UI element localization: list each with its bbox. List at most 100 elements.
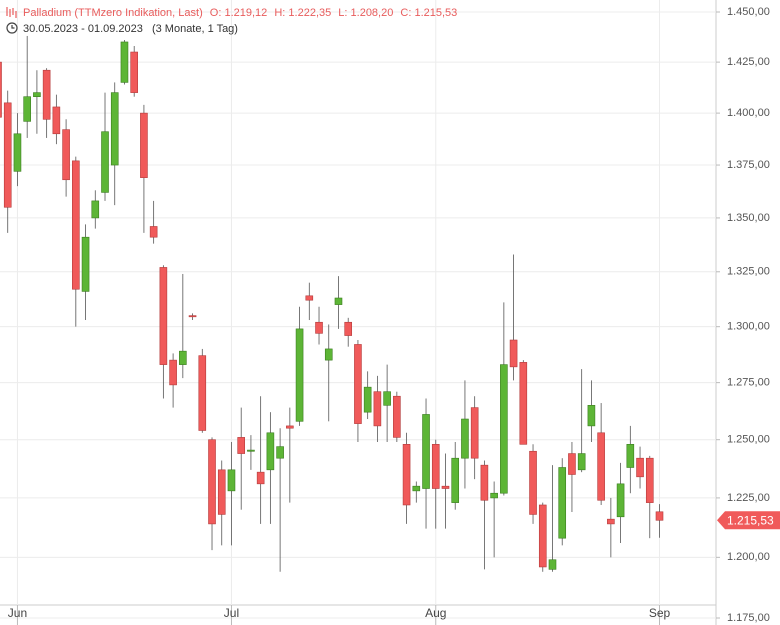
candle-body <box>266 432 275 471</box>
chart-icon <box>6 7 17 18</box>
candle-body <box>402 444 411 506</box>
candle-body <box>383 391 391 406</box>
candle-body <box>645 457 654 503</box>
y-tick-label: 1.450,00 <box>727 6 770 18</box>
header: Palladium (TTMzero Indikation, Last) O: … <box>6 7 457 35</box>
candle-body <box>548 559 557 570</box>
candle-body <box>23 96 31 122</box>
low-value: L: 1.208,20 <box>338 7 393 19</box>
instrument-title: Palladium (TTMzero Indikation, Last) <box>23 7 203 19</box>
candle-body <box>519 362 528 445</box>
candle-body <box>470 407 479 459</box>
x-tick-label: Jun <box>8 606 27 620</box>
candle-body <box>509 339 518 368</box>
candle-body <box>577 453 586 471</box>
y-tick-label: 1.350,00 <box>727 212 770 224</box>
candle-body <box>587 405 596 427</box>
candle-body <box>500 364 508 494</box>
candle-body <box>334 297 343 305</box>
candle-body <box>324 348 333 361</box>
x-tick-label: Aug <box>425 606 446 620</box>
y-tick-label: 1.275,00 <box>727 377 770 389</box>
candle-body <box>52 106 61 135</box>
y-tick-label: 1.325,00 <box>727 266 770 278</box>
candle-body <box>188 315 197 318</box>
candle-body <box>276 446 284 459</box>
candle-body <box>344 321 353 336</box>
candle-body <box>179 350 187 365</box>
candle-body <box>597 432 605 501</box>
y-tick-label: 1.250,00 <box>727 434 770 446</box>
period: (3 Monate, 1 Tag) <box>152 23 238 35</box>
y-tick-label: 1.375,00 <box>727 159 770 171</box>
open-value: O: 1.219,12 <box>210 7 268 19</box>
candle-body <box>159 267 168 365</box>
candle-body <box>636 457 644 478</box>
y-tick-label: 1.300,00 <box>727 321 770 333</box>
candle-body <box>490 492 498 499</box>
candle-body <box>72 160 80 290</box>
candle-body <box>237 437 245 454</box>
last-price-label: 1.215,53 <box>727 513 774 527</box>
candles <box>0 35 664 572</box>
candle-body <box>140 112 148 178</box>
candle-body <box>81 236 90 292</box>
candle-body <box>451 457 460 503</box>
x-tick-label: Jul <box>224 606 239 620</box>
candle-body <box>110 92 119 166</box>
candle-body <box>130 51 138 93</box>
candle-body <box>363 386 372 413</box>
candle-body <box>538 504 547 568</box>
close-value: C: 1.215,53 <box>400 7 457 19</box>
axes: 1.175,00 1.200,00 1.225,00 1.250,00 1.275,00… <box>8 6 780 625</box>
candle-body <box>286 425 294 429</box>
candle-body <box>33 92 41 98</box>
x-tick-label: Sep <box>649 606 671 620</box>
candle-body <box>62 129 70 181</box>
candle-body <box>431 444 440 489</box>
candle-body <box>558 467 567 539</box>
candle-body <box>217 469 226 515</box>
grid <box>0 0 716 619</box>
candle-body <box>91 200 100 219</box>
candle-body <box>208 439 216 525</box>
header-line: Palladium (TTMzero Indikation, Last) O: … <box>23 7 457 19</box>
candle-body <box>315 321 323 334</box>
candle-body <box>13 133 22 172</box>
candle-body <box>169 359 177 386</box>
candle-body <box>616 483 625 518</box>
candle-body <box>42 69 51 120</box>
candle-body <box>354 344 362 424</box>
candle-body <box>256 471 265 485</box>
clock-icon <box>6 22 18 34</box>
candle-body <box>412 485 421 492</box>
y-tick-label: 1.400,00 <box>727 107 770 119</box>
candle-body <box>295 328 304 422</box>
last-price-marker <box>717 511 780 530</box>
candle-body <box>480 464 489 501</box>
candle-body <box>626 444 635 468</box>
y-tick-label: 1.225,00 <box>727 492 770 504</box>
candle-body <box>227 469 236 492</box>
candle-body <box>149 226 158 238</box>
candle-body <box>393 395 401 438</box>
candle-body <box>655 511 664 521</box>
candle-body <box>0 61 2 118</box>
range-line: 30.05.2023 - 01.09.2023 (3 Monate, 1 Tag… <box>23 23 238 35</box>
candle-body <box>3 102 12 208</box>
high-value: H: 1.222,35 <box>274 7 331 19</box>
candle-body <box>373 391 382 427</box>
candle-body <box>101 131 109 193</box>
candle-body <box>305 295 314 301</box>
candle-body <box>247 449 255 452</box>
date-range: 30.05.2023 - 01.09.2023 <box>23 23 143 35</box>
candle-body <box>529 450 537 515</box>
candle-body <box>120 41 129 83</box>
y-tick-label: 1.425,00 <box>727 56 770 68</box>
candle-body <box>441 485 450 489</box>
candle-body <box>422 414 430 489</box>
candle-body <box>461 418 469 459</box>
y-tick-label: 1.200,00 <box>727 551 770 563</box>
y-tick-label: 1.175,00 <box>727 612 770 624</box>
